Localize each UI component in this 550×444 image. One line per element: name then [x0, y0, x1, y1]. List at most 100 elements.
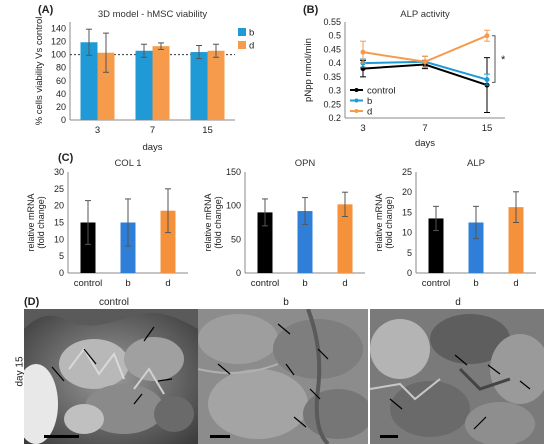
- y-tick-label: 20: [56, 102, 66, 112]
- y-axis-title-line2: (fold change): [213, 196, 223, 249]
- y-tick-label: 5: [407, 248, 412, 258]
- point-d-7: [422, 59, 428, 65]
- chart-title: OPN: [295, 158, 316, 169]
- chart-a: 3D model - hMSC viability 0 20 40 60 80 100 120…: [34, 9, 254, 153]
- y-tick-label: 50: [231, 234, 241, 244]
- chart-c-opn: OPN 0 50 100 150 control b d relative mRNA(fold …: [203, 158, 365, 289]
- significance-marker: *: [501, 54, 506, 66]
- x-tick-label: b: [302, 278, 307, 289]
- y-axis-title: pNpp nmol/min: [303, 38, 314, 102]
- chart-a-title: 3D model - hMSC viability: [98, 9, 208, 20]
- y-tick-label: 120: [51, 37, 66, 47]
- y-axis-title-line1: relative mRNA: [26, 193, 36, 251]
- significance-bracket: [492, 35, 496, 83]
- x-tick-label: 15: [202, 125, 213, 136]
- x-tick-label: b: [125, 278, 130, 289]
- y-tick-label: 0.25: [323, 99, 341, 109]
- y-tick-label: 15: [402, 207, 412, 217]
- legend-marker-d: [354, 109, 359, 113]
- x-tick-label: control: [74, 278, 103, 289]
- chart-c-alp: ALP 0 5 10 15 20 25 control b d relative mRNA(fold…: [374, 158, 536, 289]
- y-tick-label: 40: [56, 89, 66, 99]
- bar-d: [508, 207, 524, 273]
- y-axis-title: relative mRNA(fold change): [203, 193, 223, 251]
- x-axis-title: days: [142, 142, 162, 153]
- y-tick-label: 25: [54, 184, 64, 194]
- bar-b-3: [80, 42, 98, 120]
- legend-label-b: b: [367, 96, 372, 107]
- bar-d: [337, 204, 353, 273]
- y-tick-label: 0.2: [328, 113, 341, 123]
- bar-b: [297, 211, 313, 273]
- bar-control: [257, 212, 273, 273]
- legend-swatch-b: [238, 28, 246, 36]
- sem-title-d: d: [455, 297, 461, 308]
- point-d-15: [484, 33, 490, 39]
- legend-swatch-d: [238, 41, 246, 49]
- y-tick-label: 20: [54, 201, 64, 211]
- y-axis-title-line1: relative mRNA: [203, 193, 213, 251]
- panel-label-d: (D): [24, 296, 40, 308]
- y-tick-label: 0.35: [323, 72, 341, 82]
- bar-d-7: [152, 46, 170, 120]
- y-tick-label: 30: [54, 167, 64, 177]
- bar-b-15: [190, 52, 208, 121]
- y-tick-label: 100: [51, 50, 66, 60]
- sem-image-b: [198, 309, 368, 444]
- bar-control: [80, 222, 96, 273]
- panel-label-c: (C): [58, 152, 74, 164]
- x-tick-label: 3: [360, 123, 365, 134]
- y-tick-label: 15: [54, 218, 64, 228]
- bar-d: [160, 210, 176, 273]
- y-axis-title: relative mRNA(fold change): [26, 193, 46, 251]
- y-axis-title-line2: (fold change): [384, 196, 394, 249]
- x-tick-label: control: [422, 278, 451, 289]
- bar-b: [120, 222, 136, 273]
- legend-marker-b: [354, 98, 359, 103]
- y-tick-label: 0: [61, 115, 66, 125]
- legend-marker-control: [354, 88, 359, 92]
- sem-image-control: [24, 309, 198, 444]
- y-tick-label: 25: [402, 167, 412, 177]
- chart-title: ALP: [467, 158, 485, 169]
- legend-label-d: d: [367, 107, 372, 118]
- y-tick-label: 140: [51, 24, 66, 34]
- x-tick-label: 3: [95, 125, 100, 136]
- y-tick-label: 0.55: [323, 17, 341, 27]
- legend-label-d: d: [249, 41, 254, 52]
- x-tick-label: b: [473, 278, 478, 289]
- sem-title-b: b: [283, 297, 289, 308]
- bar-b: [468, 222, 484, 273]
- legend-label-control: control: [367, 86, 396, 97]
- y-tick-label: 150: [226, 167, 241, 177]
- y-tick-label: 0.5: [328, 31, 341, 41]
- y-axis-title-line1: relative mRNA: [374, 193, 384, 251]
- bar-b-7: [135, 50, 153, 120]
- panel-label-b: (B): [303, 4, 319, 16]
- y-tick-label: 0: [236, 268, 241, 278]
- y-tick-label: 0: [407, 268, 412, 278]
- y-axis-title: % cells viability Vs control: [34, 17, 45, 126]
- x-tick-label: control: [251, 278, 280, 289]
- y-tick-label: 0.45: [323, 44, 341, 54]
- sem-image-d: [370, 309, 544, 444]
- x-tick-label: d: [342, 278, 347, 289]
- bar-d-15: [207, 50, 225, 120]
- sem-title-control: control: [98, 297, 129, 308]
- y-tick-label: 10: [54, 234, 64, 244]
- x-tick-label: 15: [482, 123, 493, 134]
- bar-d-3: [97, 52, 115, 120]
- x-tick-label: d: [513, 278, 518, 289]
- x-tick-label: d: [165, 278, 170, 289]
- y-tick-label: 10: [402, 228, 412, 238]
- y-tick-label: 60: [56, 76, 66, 86]
- point-d-3: [360, 49, 366, 55]
- x-axis-title: days: [415, 138, 435, 149]
- x-tick-label: 7: [422, 123, 427, 134]
- y-tick-label: 0: [59, 268, 64, 278]
- y-tick-label: 100: [226, 201, 241, 211]
- y-tick-label: 0.3: [328, 86, 341, 96]
- panel-label-a: (A): [38, 4, 54, 16]
- chart-title: COL 1: [114, 158, 141, 169]
- y-axis-title-line2: (fold change): [36, 196, 46, 249]
